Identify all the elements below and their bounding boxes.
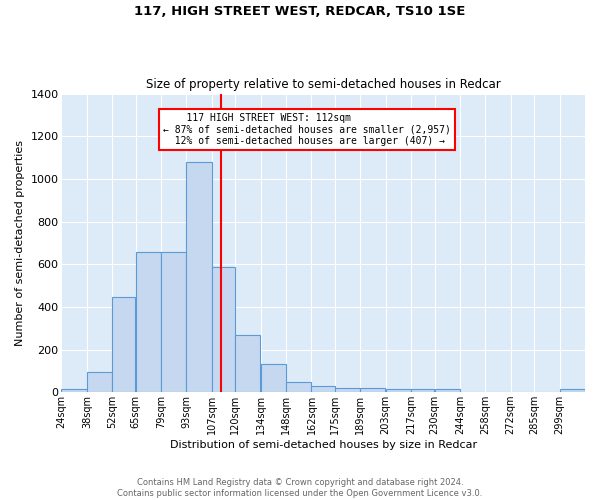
Bar <box>286 382 311 392</box>
Bar <box>560 390 585 392</box>
X-axis label: Distribution of semi-detached houses by size in Redcar: Distribution of semi-detached houses by … <box>170 440 477 450</box>
Bar <box>187 162 212 392</box>
Bar <box>335 388 360 392</box>
Text: Contains HM Land Registry data © Crown copyright and database right 2024.
Contai: Contains HM Land Registry data © Crown c… <box>118 478 482 498</box>
Bar <box>386 389 411 392</box>
Bar <box>434 390 460 392</box>
Title: Size of property relative to semi-detached houses in Redcar: Size of property relative to semi-detach… <box>146 78 500 91</box>
Text: 117 HIGH STREET WEST: 112sqm    
← 87% of semi-detached houses are smaller (2,95: 117 HIGH STREET WEST: 112sqm ← 87% of se… <box>163 113 451 146</box>
Bar <box>311 386 335 392</box>
Bar <box>411 389 434 392</box>
Bar <box>61 390 86 392</box>
Bar <box>112 296 136 392</box>
Bar <box>261 364 286 392</box>
Bar <box>87 372 112 392</box>
Bar <box>235 334 260 392</box>
Bar <box>136 252 161 392</box>
Y-axis label: Number of semi-detached properties: Number of semi-detached properties <box>15 140 25 346</box>
Text: 117, HIGH STREET WEST, REDCAR, TS10 1SE: 117, HIGH STREET WEST, REDCAR, TS10 1SE <box>134 5 466 18</box>
Bar <box>161 252 186 392</box>
Bar <box>361 388 385 392</box>
Bar <box>212 268 235 392</box>
